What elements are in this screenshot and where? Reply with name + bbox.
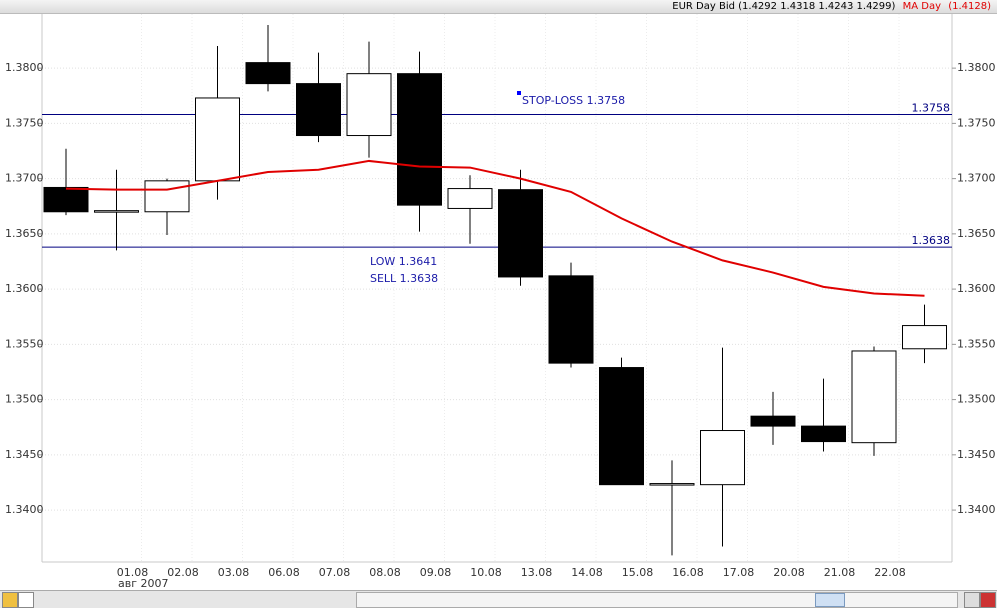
candle-body (548, 275, 594, 364)
background (0, 14, 997, 590)
candle-body (195, 97, 240, 182)
level-label: 1.3758 (912, 102, 951, 115)
x-tick-label: 16.08 (672, 566, 704, 579)
annotation: LOW 1.3641 (370, 255, 437, 268)
y-tick-label-right: 1.3450 (957, 448, 996, 461)
y-tick-label: 1.3800 (5, 61, 44, 74)
y-tick-label-right: 1.3750 (957, 116, 996, 129)
candle-body (346, 73, 392, 137)
y-tick-label-right: 1.3600 (957, 282, 996, 295)
period-label: авг 2007 (118, 577, 169, 590)
header-bar: EUR Day Bid (1.4292 1.4318 1.4243 1.4299… (0, 0, 997, 14)
candle-body (700, 430, 745, 486)
toolbar-icon[interactable] (18, 592, 34, 608)
indicator-value: (1.4128) (948, 1, 991, 12)
candle-body (245, 62, 291, 85)
scroll-button[interactable] (964, 592, 980, 608)
candle-body (296, 83, 341, 137)
x-tick-label: 01.08 (117, 566, 149, 579)
x-tick-label: 10.08 (470, 566, 502, 579)
candle-body (902, 325, 947, 350)
candle-body (498, 189, 543, 278)
x-tick-label: 17.08 (723, 566, 755, 579)
y-tick-label: 1.3500 (5, 393, 44, 406)
scroll-track[interactable] (356, 592, 958, 608)
toolbar-icon[interactable] (2, 592, 18, 608)
y-tick-label-right: 1.3700 (957, 172, 996, 185)
x-tick-label: 08.08 (369, 566, 401, 579)
x-tick-label: 03.08 (218, 566, 250, 579)
annotation: STOP-LOSS 1.3758 (522, 94, 625, 107)
y-tick-label-right: 1.3800 (957, 61, 996, 74)
candle-body (649, 483, 695, 486)
x-tick-label: 06.08 (268, 566, 300, 579)
candle-body (851, 350, 897, 444)
x-tick-label: 14.08 (571, 566, 603, 579)
y-tick-label: 1.3550 (5, 337, 44, 350)
indicator-label: MA Day (902, 1, 942, 12)
candle-body (43, 186, 89, 213)
y-tick-label: 1.3600 (5, 282, 44, 295)
ma-line (65, 159, 925, 297)
y-tick-label-right: 1.3500 (957, 393, 996, 406)
candle-body (750, 415, 796, 427)
candle-body (447, 188, 493, 209)
candle-body (144, 180, 190, 213)
y-tick-label: 1.3750 (5, 116, 44, 129)
x-tick-label: 02.08 (167, 566, 199, 579)
y-tick-label-right: 1.3400 (957, 503, 996, 516)
y-tick-label-right: 1.3550 (957, 337, 996, 350)
annotation-anchor (517, 91, 521, 95)
y-tick-label: 1.3650 (5, 227, 44, 240)
x-tick-label: 22.08 (874, 566, 906, 579)
candle-body (599, 367, 644, 486)
x-tick-label: 21.08 (824, 566, 856, 579)
x-tick-label: 13.08 (521, 566, 553, 579)
y-tick-label: 1.3400 (5, 503, 44, 516)
y-tick-label: 1.3450 (5, 448, 44, 461)
y-tick-label: 1.3700 (5, 172, 44, 185)
scroll-bar (0, 590, 997, 608)
candle-body (801, 425, 846, 443)
level-label: 1.3638 (912, 234, 951, 247)
chart: 1.3400 1.3400 1.3450 1.3450 1.3500 1.3500 1.35… (0, 14, 997, 590)
candle-body (94, 210, 139, 213)
x-tick-label: 20.08 (773, 566, 805, 579)
candle-body (397, 73, 442, 206)
y-tick-label-right: 1.3650 (957, 227, 996, 240)
x-tick-label: 15.08 (622, 566, 654, 579)
instrument-label: EUR Day Bid (1.4292 1.4318 1.4243 1.4299… (672, 1, 896, 12)
x-tick-label: 07.08 (319, 566, 351, 579)
annotation: SELL 1.3638 (370, 272, 438, 285)
scroll-thumb[interactable] (815, 593, 845, 607)
close-button[interactable] (980, 592, 996, 608)
x-tick-label: 09.08 (420, 566, 452, 579)
